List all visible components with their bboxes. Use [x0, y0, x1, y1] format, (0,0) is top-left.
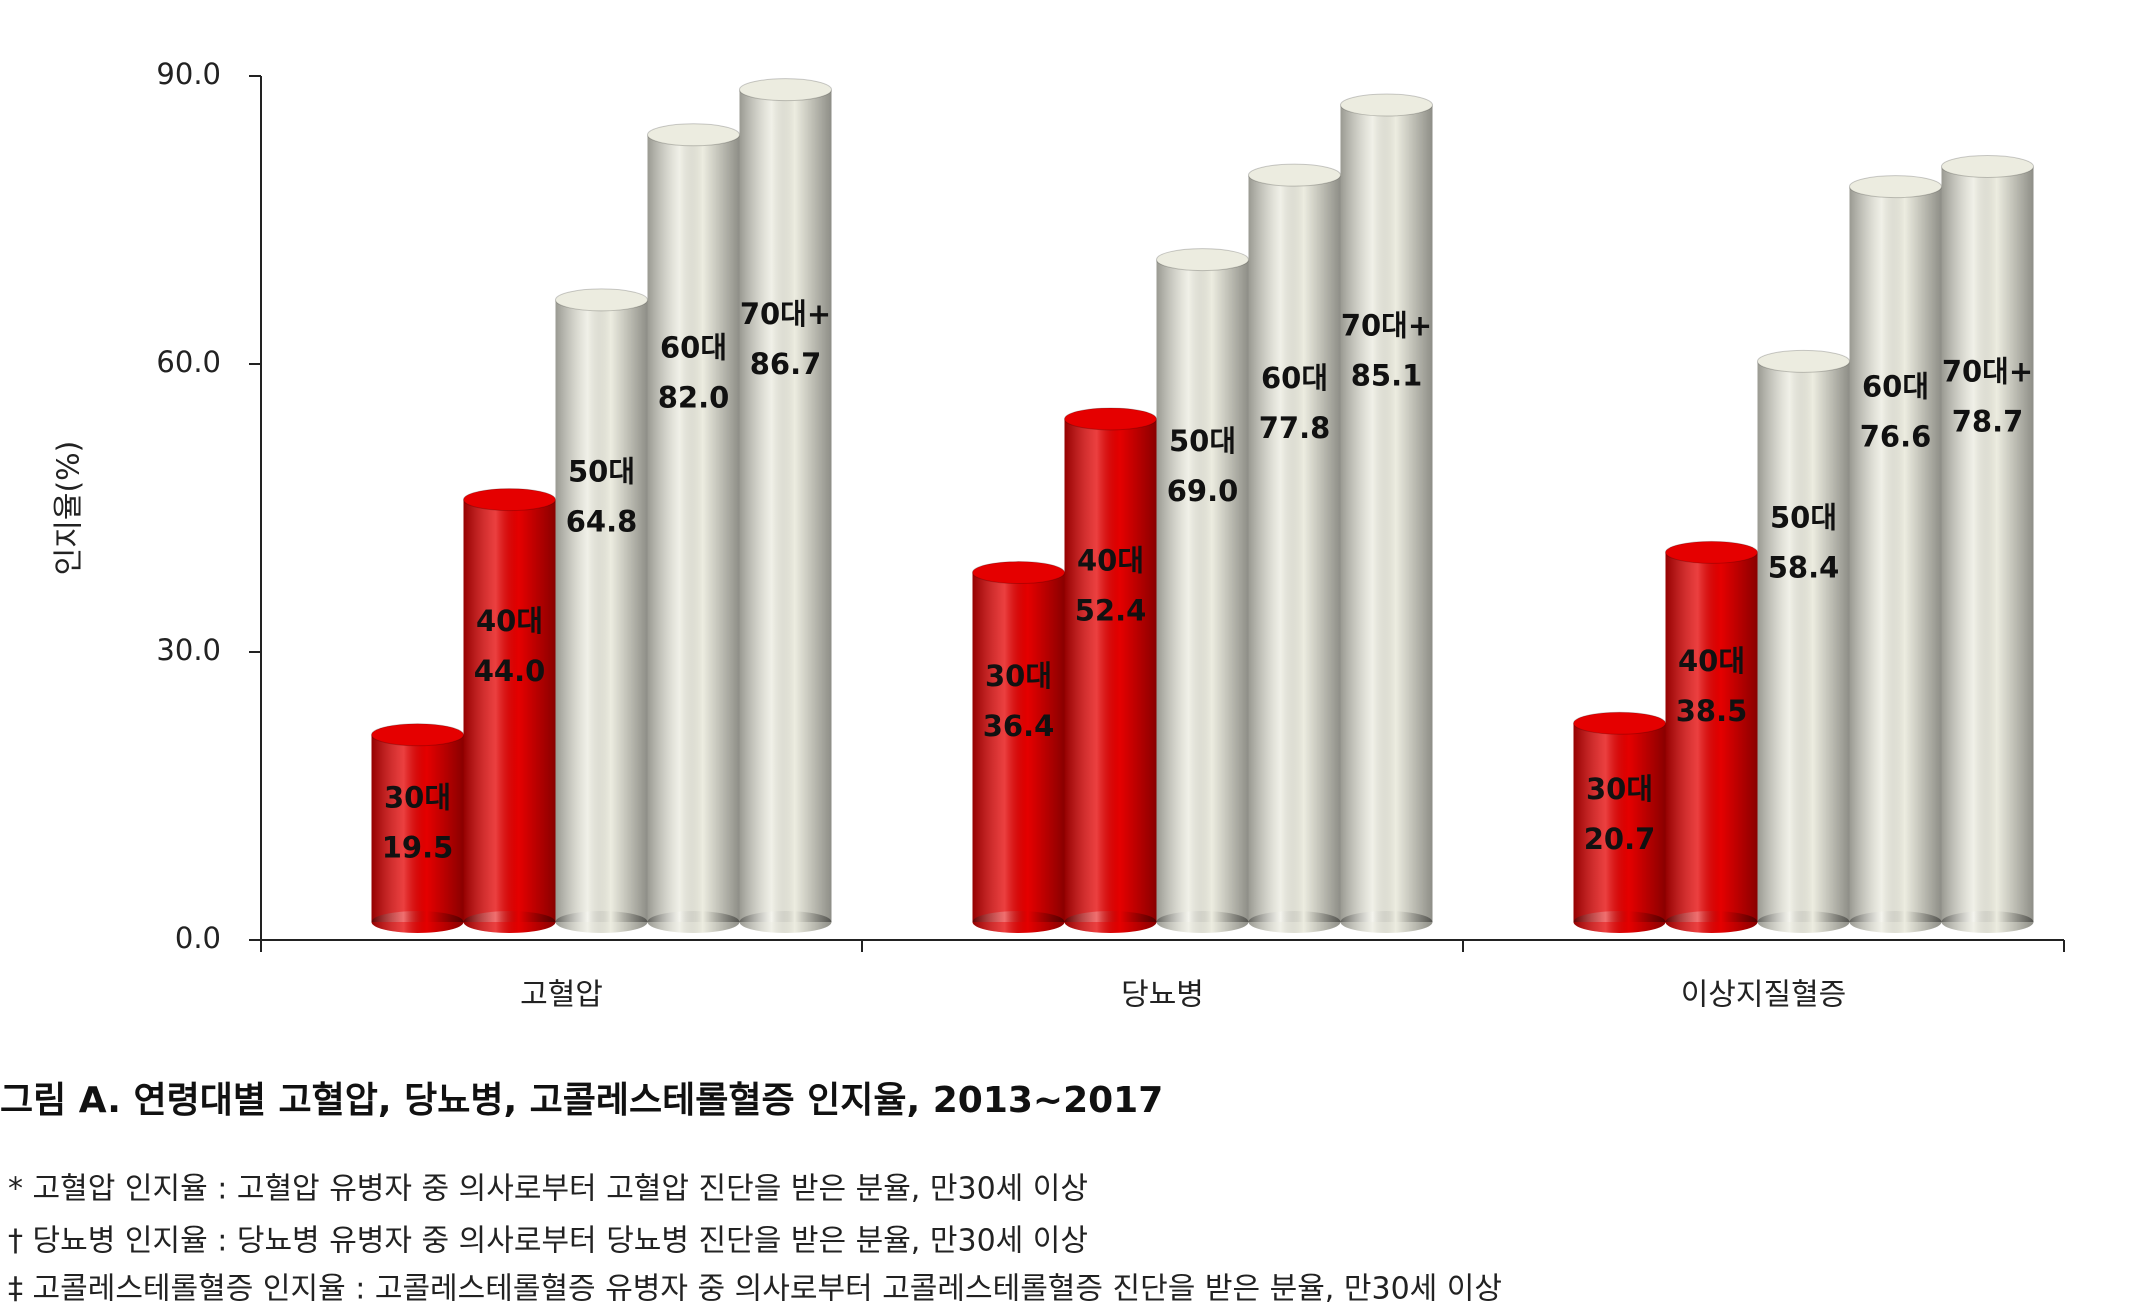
bar-shade	[1849, 911, 1942, 933]
bar-cap	[1849, 175, 1942, 199]
x-tick-label: 이상지질혈증	[1681, 978, 1847, 1013]
bar-cap	[647, 123, 740, 147]
data-label-name: 70대+	[1341, 308, 1432, 342]
bar-shade	[739, 911, 832, 933]
bar-cap	[1757, 349, 1850, 373]
bar-cap	[1340, 93, 1433, 117]
bar-shade	[972, 911, 1065, 933]
data-label-name: 30대	[1586, 772, 1653, 806]
bar-cap	[1248, 163, 1341, 187]
bar-cap	[371, 723, 464, 747]
data-label-name: 40대	[1077, 544, 1144, 578]
bar-shade	[1156, 911, 1249, 933]
data-label-name: 60대	[1862, 369, 1929, 403]
data-label: 77.8	[1259, 411, 1331, 445]
data-label: 44.0	[474, 654, 546, 688]
bar-shade	[555, 299, 648, 922]
data-label-name: 60대	[660, 331, 727, 365]
bar-shade	[647, 911, 740, 933]
footnote: * 고혈압 인지율 : 고혈압 유병자 중 의사로부터 고혈압 진단을 받은 분…	[8, 1172, 1088, 1207]
footnote: † 당뇨병 인지율 : 당뇨병 유병자 중 의사로부터 당뇨병 진단을 받은 분…	[8, 1224, 1088, 1259]
bar-shade	[972, 572, 1065, 922]
bar-cap	[1941, 154, 2034, 178]
bar-shade	[647, 134, 740, 923]
bar-cap	[463, 488, 556, 512]
bar-shade	[371, 911, 464, 933]
data-label: 58.4	[1768, 551, 1840, 585]
bar-shade	[1340, 911, 1433, 933]
data-label: 38.5	[1676, 694, 1748, 728]
data-label: 82.0	[658, 381, 730, 415]
bar-shade	[1064, 418, 1157, 922]
data-label: 64.8	[566, 504, 638, 538]
data-label: 20.7	[1584, 822, 1656, 856]
bar-shade	[1665, 911, 1758, 933]
data-label-name: 60대	[1261, 361, 1328, 395]
data-label: 52.4	[1075, 594, 1147, 628]
bar-shade	[1941, 166, 2034, 923]
y-tick-label: 30.0	[156, 633, 221, 667]
bar-shade	[463, 499, 556, 922]
bar-cap	[972, 561, 1065, 585]
bar-cap	[1665, 540, 1758, 564]
bar-cap	[739, 78, 832, 102]
data-label-name: 30대	[985, 659, 1052, 693]
data-label-name: 70대+	[1942, 354, 2033, 388]
bar-shade	[1941, 911, 2034, 933]
bar-shade	[1757, 361, 1850, 922]
bar-shade	[739, 89, 832, 923]
bar-cap	[1573, 711, 1666, 735]
y-tick-label: 60.0	[156, 345, 221, 379]
bar-shade	[1573, 723, 1666, 922]
data-label-name: 70대+	[740, 297, 831, 331]
bar-shade	[1248, 911, 1341, 933]
data-label-name: 50대	[1770, 501, 1837, 535]
data-label: 76.6	[1860, 419, 1932, 453]
y-tick-label: 0.0	[175, 921, 221, 955]
data-label: 78.7	[1952, 404, 2024, 438]
bar-shade	[555, 911, 648, 933]
data-label-name: 40대	[1678, 644, 1745, 678]
data-label: 86.7	[750, 347, 822, 381]
x-tick-label: 고혈압	[520, 978, 603, 1013]
bar-shade	[371, 734, 464, 922]
bar-shade	[1665, 552, 1758, 922]
bar-shade	[1757, 911, 1850, 933]
bar-cap	[555, 288, 648, 312]
data-label-name: 30대	[384, 781, 451, 815]
data-label: 69.0	[1167, 474, 1239, 508]
caption: 그림 A. 연령대별 고혈압, 당뇨병, 고콜레스테롤혈증 인지율, 2013~…	[0, 1080, 1163, 1121]
data-label-name: 40대	[476, 604, 543, 638]
bar-shade	[1248, 175, 1341, 922]
bar-shade	[1064, 911, 1157, 933]
data-label-name: 50대	[568, 454, 635, 488]
x-tick-label: 당뇨병	[1121, 978, 1204, 1013]
footnote: ‡ 고콜레스테롤혈증 인지율 : 고콜레스테롤혈증 유병자 중 의사로부터 고콜…	[8, 1272, 1502, 1306]
data-label-name: 50대	[1169, 424, 1236, 458]
bar-shade	[1156, 259, 1249, 923]
bar-shade	[1340, 105, 1433, 923]
bar-cap	[1064, 407, 1157, 431]
bar-shade	[1573, 911, 1666, 933]
bar-shade	[1849, 186, 1942, 922]
y-axis-label: 인지율(%)	[52, 441, 87, 576]
data-label: 19.5	[382, 831, 454, 865]
data-label: 36.4	[983, 709, 1055, 743]
bar-cap	[1156, 248, 1249, 272]
bar-shade	[463, 911, 556, 933]
data-label: 85.1	[1351, 358, 1423, 392]
y-tick-label: 90.0	[156, 57, 221, 91]
